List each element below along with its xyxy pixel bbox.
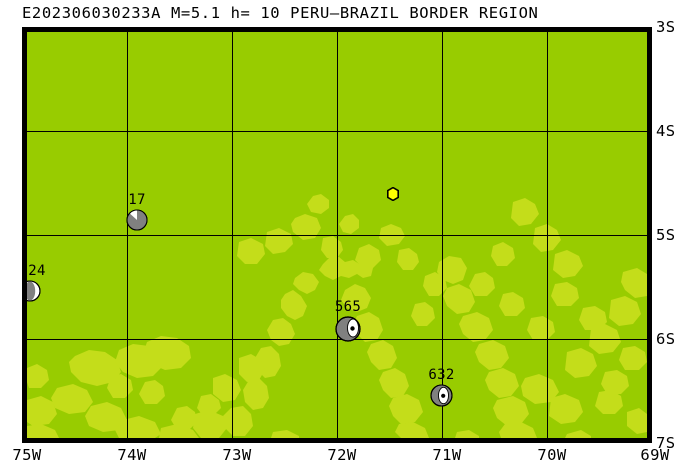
y-tick-3: 6S bbox=[656, 330, 676, 348]
marker-epicenter[interactable] bbox=[386, 187, 400, 201]
gridline-6S bbox=[27, 339, 647, 340]
gridline-5S bbox=[27, 235, 647, 236]
focal-mechanism-icon bbox=[126, 209, 148, 231]
marker-label: 24 bbox=[28, 263, 46, 279]
x-tick-6: 69W bbox=[640, 446, 670, 464]
x-tick-0: 75W bbox=[12, 446, 42, 464]
y-tick-1: 4S bbox=[656, 122, 676, 140]
focal-mechanism-icon bbox=[27, 280, 41, 302]
focal-mechanism-icon bbox=[335, 316, 361, 342]
x-tick-2: 73W bbox=[222, 446, 252, 464]
marker-station-17[interactable]: 17 bbox=[126, 192, 148, 231]
x-tick-1: 74W bbox=[117, 446, 147, 464]
x-tick-5: 70W bbox=[537, 446, 567, 464]
x-tick-4: 71W bbox=[432, 446, 462, 464]
y-tick-2: 5S bbox=[656, 226, 676, 244]
marker-label: 565 bbox=[334, 299, 362, 315]
marker-label: 632 bbox=[428, 367, 455, 383]
map-frame: 17 24 565 bbox=[22, 27, 652, 443]
map-canvas: 17 24 565 bbox=[27, 32, 647, 438]
map-title: E202306030233A M=5.1 h= 10 PERU—BRAZIL B… bbox=[22, 4, 539, 22]
y-tick-4: 7S bbox=[656, 434, 676, 452]
y-tick-0: 3S bbox=[656, 18, 676, 36]
marker-station-565[interactable]: 565 bbox=[335, 299, 361, 342]
marker-station-24[interactable]: 24 bbox=[27, 263, 45, 302]
focal-mechanism-icon bbox=[430, 384, 453, 407]
marker-label: 17 bbox=[128, 192, 146, 208]
gridline-4S bbox=[27, 131, 647, 132]
epicenter-icon bbox=[386, 187, 399, 201]
x-tick-3: 72W bbox=[327, 446, 357, 464]
marker-station-632[interactable]: 632 bbox=[428, 367, 454, 407]
